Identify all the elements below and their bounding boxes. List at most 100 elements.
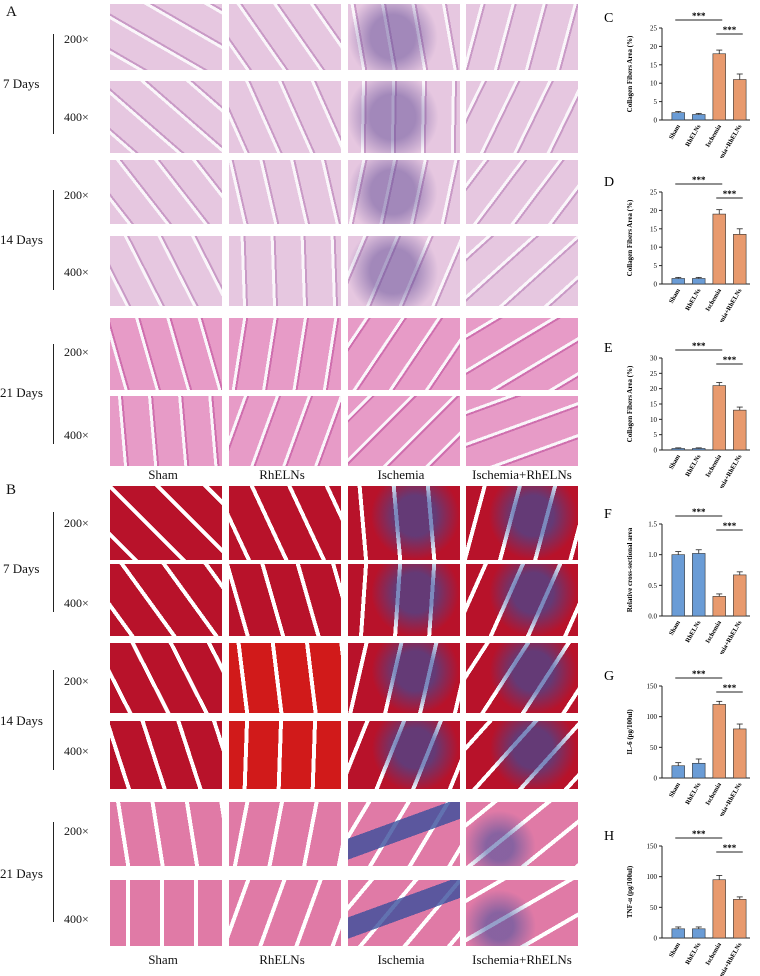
- x-tick-label: RhELNs: [684, 941, 702, 966]
- bar-2: [712, 879, 726, 939]
- micrograph-b-r3-c4: [466, 643, 578, 713]
- micrograph-b-r5-c1: [110, 802, 222, 866]
- x-tick-label: RhELNs: [684, 287, 702, 312]
- bar-3: [733, 409, 747, 451]
- micrograph-b-r1-c1: [110, 486, 222, 560]
- bar-chart-c: C Collagen Fibers Area (%) 0 5 10 15 20 25 Sham R…: [604, 11, 750, 158]
- column-label-rhelns-b: RhELNs: [259, 952, 305, 967]
- bar-1: [692, 448, 706, 451]
- y-tick-label: 1.0: [648, 551, 657, 559]
- x-tick-label: Sham: [668, 453, 682, 471]
- micrograph-a-r6-c3: [348, 396, 460, 466]
- y-tick-label: 0: [654, 935, 658, 943]
- day-label-a-21: 21 Days: [0, 385, 43, 400]
- x-tick-label: Sham: [668, 123, 682, 141]
- panel-label-d: D: [604, 175, 614, 190]
- bar-3: [733, 234, 747, 285]
- micrograph-b-r3-c1: [110, 643, 222, 713]
- significance-label: ***: [692, 341, 706, 351]
- bar-3: [733, 79, 747, 121]
- bar-chart-g: G IL-6 (pg/100ul) 0 50 100 150 Sham RhELNs Ische…: [604, 669, 750, 816]
- significance-label: ***: [723, 189, 737, 199]
- y-axis-label: TNF-α (pg/100ul): [626, 865, 634, 918]
- significance-label: ***: [692, 507, 706, 517]
- y-tick-label: 50: [650, 744, 658, 752]
- micrograph-b-r6-c1: [110, 880, 222, 946]
- mag-label: 200×: [64, 188, 89, 202]
- bar-1: [692, 762, 706, 779]
- micrograph-b-r2-c2: [229, 564, 341, 636]
- day-label-a-14: 14 Days: [0, 232, 43, 247]
- day-label-b-7: 7 Days: [3, 561, 40, 576]
- day-label-b-14: 14 Days: [0, 713, 43, 728]
- micrograph-a-r1-c1: [110, 4, 222, 70]
- x-tick-label: Sham: [668, 287, 682, 305]
- mag-label: 400×: [64, 110, 89, 124]
- micrograph-b-r4-c1: [110, 721, 222, 789]
- y-tick-label: 10: [650, 416, 658, 424]
- panel-label-b: B: [6, 482, 17, 498]
- x-tick-label: RhELNs: [684, 123, 702, 148]
- bar-1: [692, 278, 706, 285]
- column-label-ischemia-rhelns-a: Ischemia+RhELNs: [472, 467, 572, 482]
- y-tick-label: 20: [650, 207, 658, 215]
- significance-label: ***: [692, 175, 706, 185]
- x-tick-label: Ischemia: [704, 941, 723, 967]
- panel-label-a: A: [6, 4, 17, 20]
- bar-chart-d: D Collagen Fibers Area (%) 0 5 10 15 20 25 Sham R…: [604, 175, 750, 322]
- day-label-b-21: 21 Days: [0, 866, 43, 881]
- micrograph-a-r6-c1: [110, 396, 222, 466]
- micrograph-b-r4-c2: [229, 721, 341, 789]
- significance-label: ***: [723, 683, 737, 693]
- micrograph-a-r2-c2: [229, 81, 341, 153]
- micrograph-a-r2-c4: [466, 81, 578, 153]
- panel-label-f: F: [604, 507, 612, 522]
- bar-2: [712, 213, 726, 285]
- micrograph-b-r3-c3: [348, 643, 460, 713]
- x-tick-label: Ischemia: [704, 453, 723, 479]
- micrograph-a-r2-c1: [110, 81, 222, 153]
- x-tick-label: Ischemia: [704, 287, 723, 313]
- micrograph-a-r5-c3: [348, 318, 460, 390]
- micrograph-b-r5-c3: [348, 802, 460, 866]
- y-tick-label: 25: [650, 370, 658, 378]
- micrograph-b-r5-c4: [466, 802, 578, 866]
- micrograph-a-r2-c3: [348, 81, 460, 153]
- column-label-sham-a: Sham: [148, 467, 178, 482]
- significance-label: ***: [692, 11, 706, 21]
- y-tick-label: 0: [654, 447, 658, 455]
- bar-3: [733, 899, 747, 939]
- y-tick-label: 20: [650, 385, 658, 393]
- micrograph-a-r6-c2: [229, 396, 341, 466]
- micrograph-a-r5-c4: [466, 318, 578, 390]
- significance-label: ***: [692, 829, 706, 839]
- bar-0: [671, 448, 685, 451]
- micrograph-b-r1-c3: [348, 486, 460, 560]
- bar-2: [712, 704, 726, 779]
- y-tick-label: 1.5: [648, 521, 657, 529]
- y-axis-label: Relative cross-sectional area: [626, 527, 634, 612]
- y-tick-label: 20: [650, 43, 658, 51]
- bar-chart-f: F Relative cross-sectional area 0.0 0.5 1.0 1…: [604, 507, 750, 654]
- x-tick-label: Ischemia: [704, 123, 723, 149]
- panel-label-c: C: [604, 11, 613, 26]
- x-tick-label: RhELNs: [684, 619, 702, 644]
- column-label-rhelns-a: RhELNs: [259, 467, 305, 482]
- bar-2: [712, 596, 726, 617]
- mag-label: 400×: [64, 596, 89, 610]
- micrograph-a-r4-c3: [348, 236, 460, 306]
- micrograph-b-r2-c3: [348, 564, 460, 636]
- panel-label-g: G: [604, 669, 614, 684]
- micrograph-a-r4-c1: [110, 236, 222, 306]
- y-axis-label: IL-6 (pg/100ul): [626, 709, 634, 755]
- y-tick-label: 0: [654, 281, 658, 289]
- group-bracket-a-21d: [53, 344, 55, 444]
- x-tick-label: Sham: [668, 781, 682, 799]
- y-tick-label: 0.5: [648, 582, 657, 590]
- y-tick-label: 50: [650, 904, 658, 912]
- significance-label: ***: [723, 521, 737, 531]
- micrograph-a-r1-c4: [466, 4, 578, 70]
- micrograph-a-r3-c1: [110, 160, 222, 224]
- bar-0: [671, 112, 685, 121]
- micrograph-a-r5-c1: [110, 318, 222, 390]
